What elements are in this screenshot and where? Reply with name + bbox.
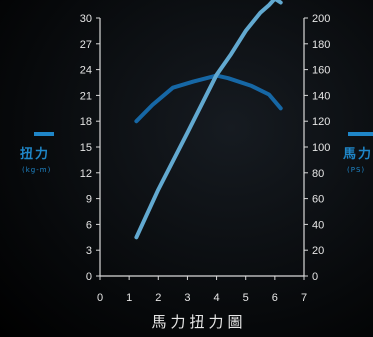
y-left-tick-label: 0 — [86, 271, 92, 283]
y-right-tick-label: 60 — [312, 194, 324, 206]
left-axis-marker — [34, 132, 54, 136]
x-tick-label: 7 — [301, 292, 307, 304]
y-left-tick-label: 9 — [86, 194, 92, 206]
left-axis-label: 扭力 — [20, 146, 50, 162]
x-tick-label: 6 — [272, 292, 278, 304]
right-axis-unit: (PS) — [347, 166, 365, 174]
y-right-tick-label: 180 — [312, 39, 330, 51]
y-left-tick-label: 30 — [80, 13, 92, 25]
y-right-tick-label: 140 — [312, 90, 330, 102]
y-right-tick-label: 0 — [312, 271, 318, 283]
torque-series-line — [134, 73, 283, 124]
y-right-tick-label: 100 — [312, 142, 330, 154]
x-tick-label: 3 — [184, 292, 190, 304]
x-tick-label: 4 — [214, 292, 220, 304]
y-right-tick-label: 20 — [312, 245, 324, 257]
y-left-tick-label: 27 — [80, 39, 92, 51]
x-tick-label: 5 — [243, 292, 249, 304]
y-right-tick-label: 40 — [312, 219, 324, 231]
y-right-tick-label: 80 — [312, 168, 324, 180]
y-left-tick-label: 6 — [86, 219, 92, 231]
y-left-tick-label: 3 — [86, 245, 92, 257]
y-left-tick-label: 21 — [80, 90, 92, 102]
y-left-tick-label: 15 — [80, 142, 92, 154]
horsepower-series-line — [134, 0, 283, 240]
x-tick-label: 1 — [126, 292, 132, 304]
y-right-tick-label: 120 — [312, 116, 330, 128]
y-left-tick-label: 18 — [80, 116, 92, 128]
right-axis-label: 馬力 — [343, 146, 373, 162]
right-axis-marker — [348, 132, 373, 136]
y-right-tick-label: 160 — [312, 65, 330, 77]
x-tick-label: 2 — [155, 292, 161, 304]
y-left-tick-label: 24 — [80, 65, 92, 77]
x-tick-label: 0 — [97, 292, 103, 304]
chart-title: 馬力扭力圖 — [151, 313, 246, 331]
y-left-tick-label: 12 — [80, 168, 92, 180]
left-axis-unit: (kg-m) — [22, 166, 51, 174]
y-right-tick-label: 200 — [312, 13, 330, 25]
